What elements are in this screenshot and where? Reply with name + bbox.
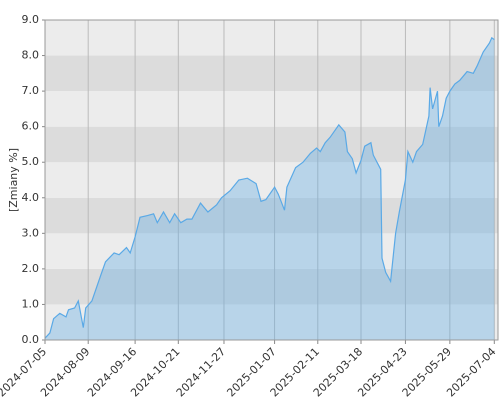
y-tick-label: 9.0 bbox=[22, 13, 40, 26]
grid-band bbox=[45, 91, 498, 127]
y-axis-label: [Zmiany %] bbox=[7, 148, 20, 212]
line bbox=[44, 36, 495, 339]
grid-band bbox=[45, 20, 498, 56]
y-tick-label: 7.0 bbox=[22, 84, 40, 97]
plot-frame bbox=[44, 19, 499, 341]
grid-band bbox=[45, 197, 498, 234]
grid-band bbox=[45, 268, 498, 305]
y-tick-label: 6.0 bbox=[22, 120, 40, 133]
y-tick-label: 8.0 bbox=[22, 49, 40, 62]
grid-band bbox=[45, 55, 498, 92]
grid-band bbox=[45, 304, 498, 340]
x-tick-label: 2024-11-27 bbox=[174, 345, 228, 399]
y-tick-label: 4.0 bbox=[22, 191, 40, 204]
y-tick-label: 2.0 bbox=[22, 262, 40, 275]
y-tick-label: 3.0 bbox=[22, 226, 40, 239]
grid-band bbox=[45, 233, 498, 269]
y-tick-label: 0.0 bbox=[22, 333, 40, 346]
y-tick-label: 1.0 bbox=[22, 297, 40, 310]
y-tick-label: 5.0 bbox=[22, 155, 40, 168]
area bbox=[45, 37, 495, 341]
